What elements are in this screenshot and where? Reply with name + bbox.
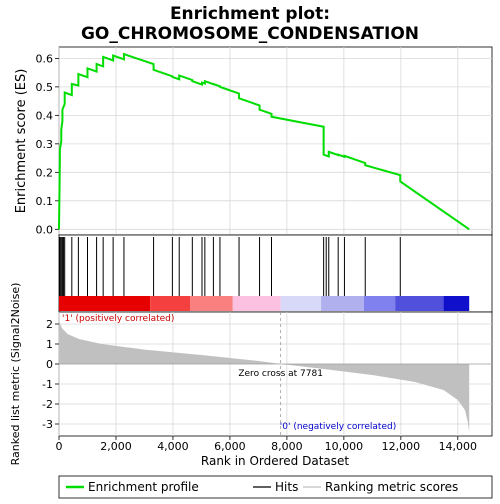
- es-panel-grid: [58, 47, 492, 235]
- x-axis-label: Rank in Ordered Dataset: [201, 454, 349, 468]
- metric-y-ticks: 2 1 0 -1 -2 -3: [42, 318, 59, 431]
- es-y-tick-label: 0.4: [36, 109, 54, 122]
- x-tick-label: 0: [56, 440, 63, 453]
- metric-y-tick-label: -1: [42, 378, 53, 391]
- es-y-tick-label: 0.6: [36, 52, 54, 65]
- es-y-tick-label: 0.0: [36, 223, 54, 236]
- zero-cross-label: Zero cross at 7781: [238, 369, 323, 379]
- x-ticks: 0 2,000 4,000 6,000 8,000 10,000 12,000 14,000: [56, 436, 478, 453]
- color-bar-segment: [363, 296, 396, 311]
- x-tick-label: 4,000: [157, 440, 189, 453]
- color-bar-segment: [59, 296, 151, 311]
- metric-area-group: [59, 318, 492, 432]
- x-tick-label: 2,000: [100, 440, 132, 453]
- color-bar-segment: [321, 296, 364, 311]
- x-tick-label: 6,000: [214, 440, 246, 453]
- legend-frame: [58, 475, 493, 499]
- metric-y-tick-label: 1: [46, 338, 53, 351]
- legend-label: Enrichment profile: [88, 480, 199, 494]
- metric-y-tick-label: 0: [46, 358, 53, 371]
- legend-label: Hits: [275, 480, 298, 494]
- chart-title-line2: GO_CHROMOSOME_CONDENSATION: [81, 24, 419, 44]
- es-line-group: [58, 52, 470, 231]
- color-bar-segment: [150, 296, 191, 311]
- legend: Enrichment profile Hits Ranking metric sco…: [66, 480, 458, 494]
- es-y-tick-label: 0.1: [36, 195, 54, 208]
- metric-area: [59, 318, 470, 432]
- negative-correlation-label: '0' (negatively correlated): [280, 422, 396, 432]
- metric-y-tick-label: -2: [42, 398, 53, 411]
- metric-y-tick-label: -3: [42, 418, 53, 431]
- es-y-tick-label: 0.3: [36, 138, 54, 151]
- es-y-tick-label: 0.5: [36, 81, 54, 94]
- es-y-axis-label: Enrichment score (ES): [14, 69, 29, 214]
- x-tick-label: 10,000: [325, 440, 364, 453]
- hits-group: [59, 237, 401, 296]
- color-bar: [59, 296, 470, 311]
- color-bar-segment: [443, 296, 470, 311]
- color-bar-segment: [232, 296, 281, 311]
- es-y-ticks: 0.0 0.1 0.2 0.3 0.4 0.5 0.6: [36, 52, 59, 236]
- metric-y-tick-label: 2: [46, 318, 53, 331]
- color-bar-segment: [395, 296, 444, 311]
- x-tick-label: 8,000: [271, 440, 303, 453]
- legend-label: Ranking metric scores: [325, 480, 458, 494]
- es-panel-frame: [58, 46, 493, 236]
- color-bar-segment: [280, 296, 322, 311]
- positive-correlation-label: '1' (positively correlated): [62, 314, 174, 324]
- es-y-tick-label: 0.2: [36, 166, 54, 179]
- chart-title-line1: Enrichment plot:: [170, 4, 330, 24]
- x-tick-label: 12,000: [382, 440, 421, 453]
- es-line: [58, 52, 470, 231]
- color-bar-segment: [190, 296, 233, 311]
- metric-y-axis-label: Ranked list metric (Signal2Noise): [9, 283, 22, 466]
- x-tick-label: 14,000: [439, 440, 478, 453]
